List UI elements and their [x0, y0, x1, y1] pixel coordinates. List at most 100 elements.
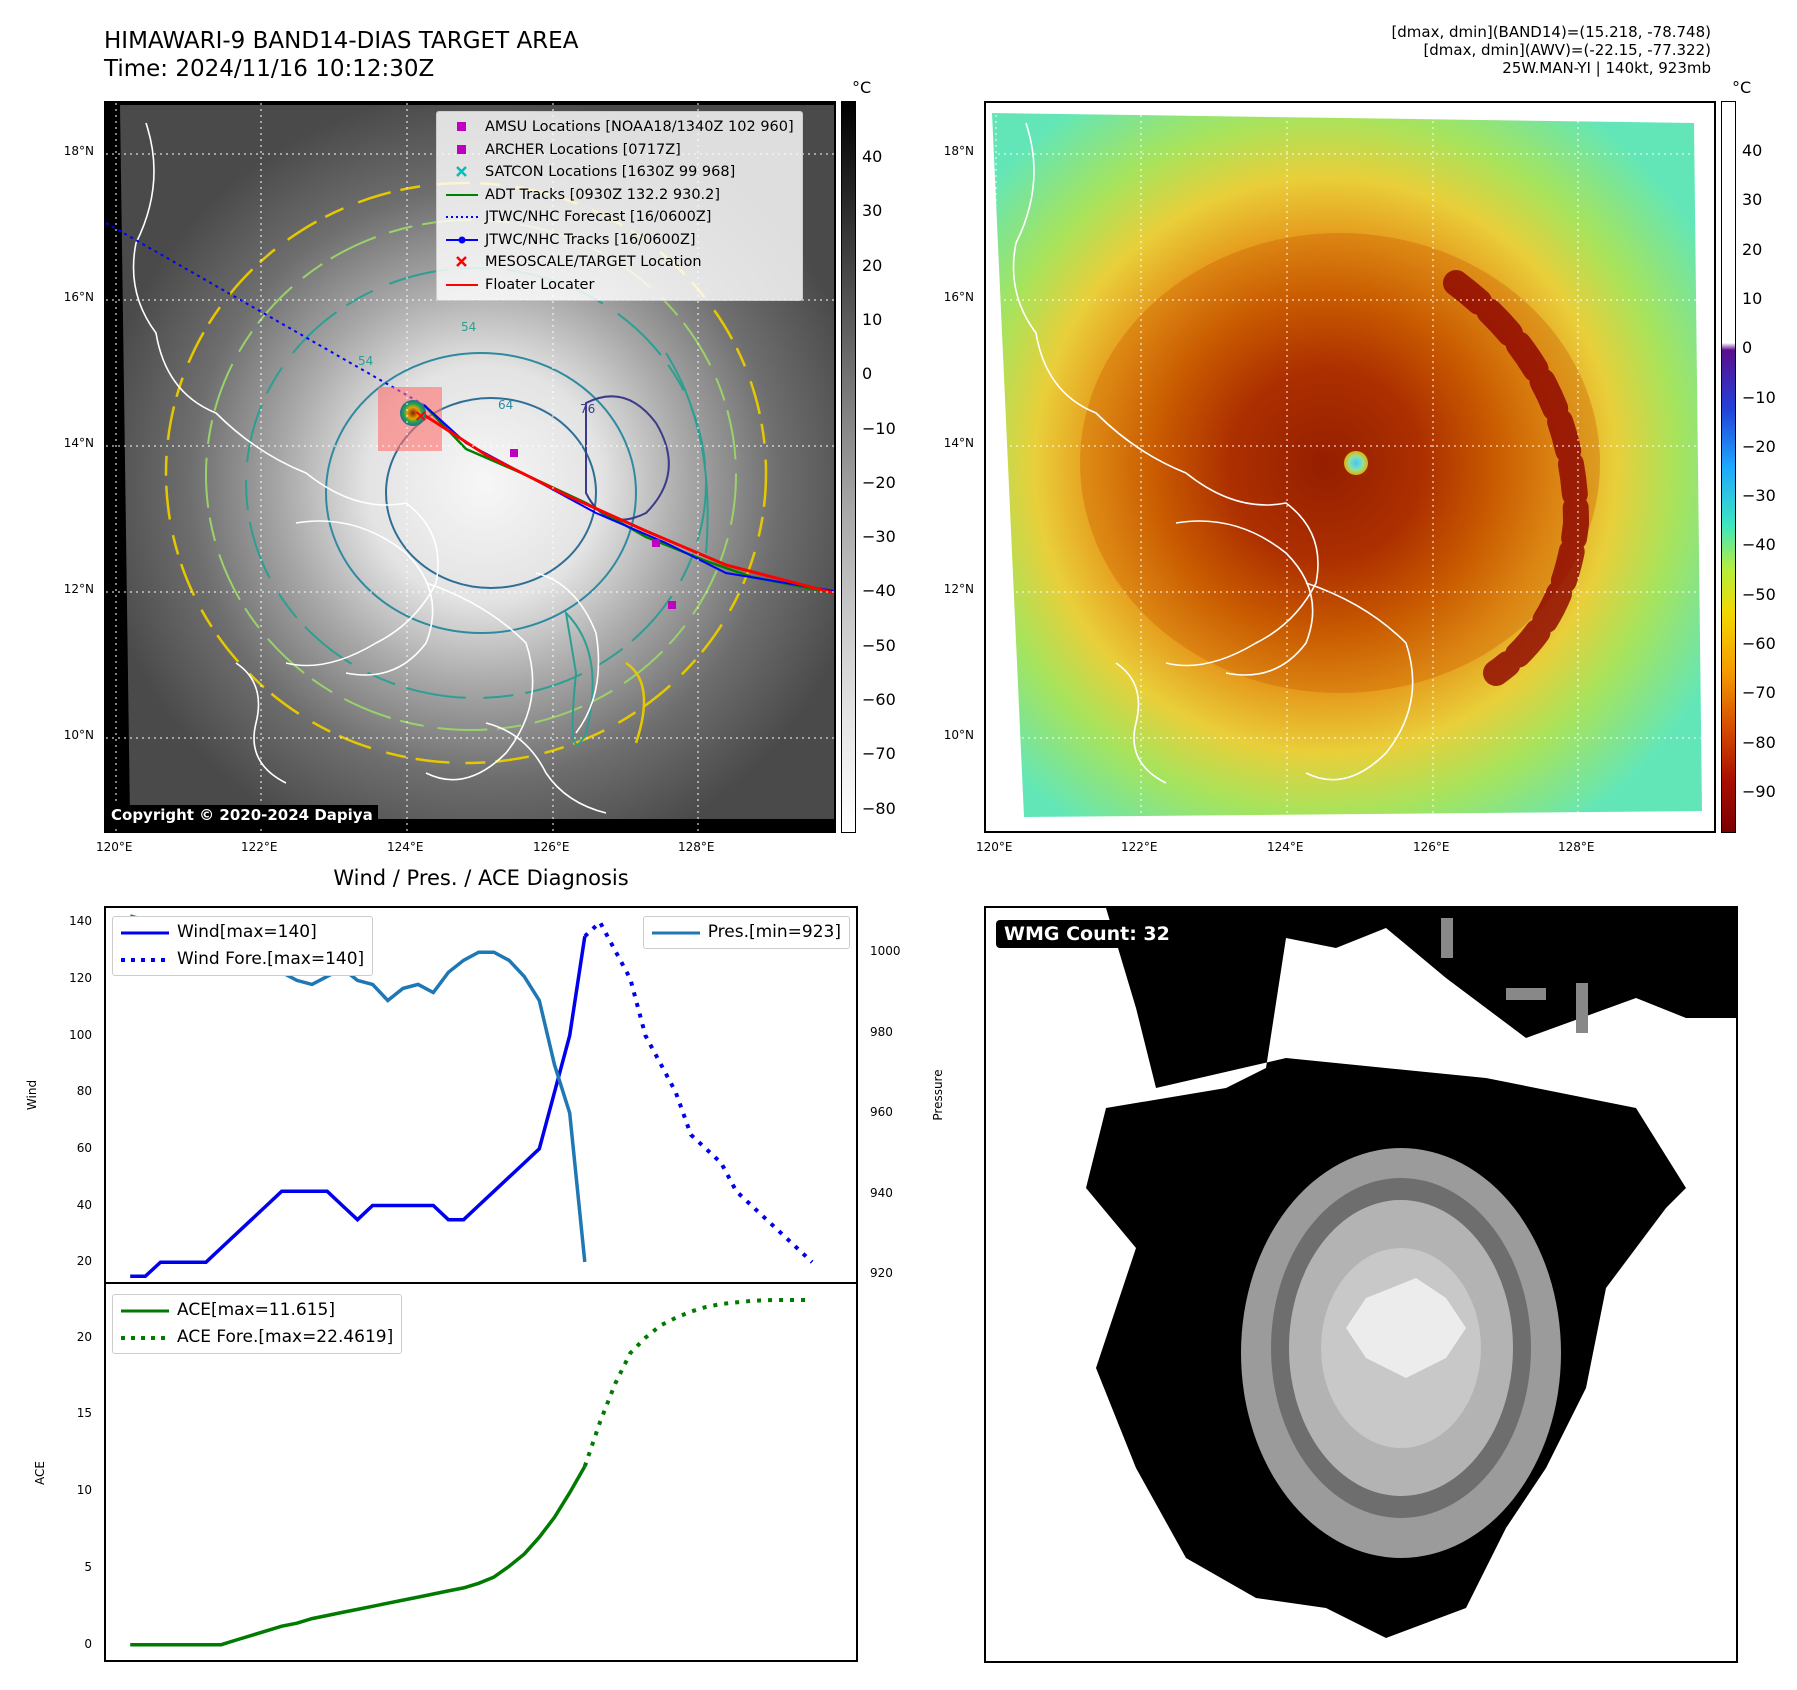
contour-label: 54 — [358, 354, 373, 368]
wind-legend: Wind[max=140] Wind Fore.[max=140] — [112, 916, 374, 976]
wind-tick: 20 — [76, 1254, 92, 1269]
wmg-eye — [1346, 1278, 1466, 1378]
ir-legend-label: MESOSCALE/TARGET Location — [485, 254, 702, 270]
wind-tick: 80 — [76, 1084, 92, 1099]
ir-colorbar-tick: 0 — [862, 364, 873, 384]
legend-symbol — [445, 211, 479, 223]
awv-colorbar-ticks: 40 30 20 10 0 −10 −20 −30 −40 −50 −60 −70 −80 −90 — [1742, 101, 1792, 833]
stats-line-3: 25W.MAN-YI | 140kt, 923mb — [1502, 59, 1711, 77]
ir-coastlines — [132, 122, 607, 814]
legend-symbol — [445, 279, 479, 291]
ir-legend-label: JTWC/NHC Forecast [16/0600Z] — [485, 209, 712, 225]
wind-tick: 140 — [69, 914, 92, 929]
ace-legend: ACE[max=11.615] ACE Fore.[max=22.4619] — [112, 1294, 403, 1354]
ace-tick: 0 — [84, 1636, 92, 1651]
wind-axis-ticks: 140 120 100 80 60 40 20 — [40, 906, 100, 1284]
lon-label: 122°E — [241, 840, 278, 854]
ace-fore-legend-label: ACE Fore.[max=22.4619] — [177, 1327, 394, 1347]
ace-line — [130, 1465, 587, 1647]
lat-label: 16°N — [943, 290, 974, 304]
lon-label: 126°E — [533, 840, 570, 854]
ir-colorbar-tick: 20 — [862, 255, 883, 275]
wind-tick: 120 — [69, 970, 92, 985]
lat-label: 12°N — [63, 582, 94, 596]
ace-tick: 20 — [76, 1329, 92, 1344]
ir-legend-entry: Floater Locater — [445, 274, 794, 297]
legend-symbol — [445, 121, 479, 133]
mesoscale-marker: × — [414, 406, 427, 425]
awv-colorbar — [1721, 101, 1736, 833]
pressure-legend: Pres.[min=923] — [642, 916, 850, 949]
ace-tick: 5 — [84, 1559, 92, 1574]
ir-colorbar-tick: 10 — [862, 309, 883, 329]
awv-satellite-image — [986, 103, 1714, 831]
ace-tick: 10 — [76, 1483, 92, 1498]
ir-colorbar-tick: −50 — [862, 635, 896, 655]
awv-colorbar-tick: −20 — [1742, 436, 1776, 456]
awv-colorbar-tick: −70 — [1742, 683, 1776, 703]
pressure-tick: 980 — [870, 1024, 893, 1039]
awv-colorbar-tick: 10 — [1742, 288, 1763, 308]
wind-series-group — [130, 918, 814, 1279]
ace-tick: 15 — [76, 1406, 92, 1421]
floater-track — [417, 409, 834, 595]
awv-colorbar-tick: 20 — [1742, 239, 1763, 259]
ir-lat-labels: 18°N 16°N 14°N 12°N 10°N — [40, 101, 100, 833]
contour-label: 64 — [498, 398, 513, 412]
title-line-2: Time: 2024/11/16 10:12:30Z — [104, 56, 435, 82]
archer-marker — [652, 539, 660, 547]
amsu-marker — [510, 449, 518, 457]
lat-label: 14°N — [943, 436, 974, 450]
pressure-tick: 960 — [870, 1105, 893, 1120]
lat-label: 14°N — [63, 436, 94, 450]
legend-symbol — [445, 144, 479, 156]
ir-legend-label: ARCHER Locations [0717Z] — [485, 141, 681, 158]
ir-legend-entry: ADT Tracks [0930Z 132.2 930.2] — [445, 184, 794, 207]
ace-legend-entry: ACE[max=11.615] — [121, 1297, 393, 1324]
lon-label: 124°E — [1267, 840, 1304, 854]
figure-title: HIMAWARI-9 BAND14-DIAS TARGET AREA Time:… — [104, 27, 578, 83]
awv-map-panel — [984, 101, 1716, 833]
ir-legend-entry: JTWC/NHC Tracks [16/0600Z] — [445, 229, 794, 252]
copyright-label: Copyright © 2020-2024 Dapiya — [106, 805, 378, 825]
lon-label: 128°E — [678, 840, 715, 854]
ir-colorbar-tick: −20 — [862, 472, 896, 492]
wmg-image — [1086, 908, 1736, 1638]
legend-symbol — [445, 189, 479, 201]
ir-legend-entry: ARCHER Locations [0717Z] — [445, 139, 794, 162]
awv-colorbar-tick: −10 — [1742, 387, 1776, 407]
wind-forecast-line — [583, 918, 814, 1264]
awv-colorbar-tick: 40 — [1742, 141, 1763, 160]
wind-tick: 100 — [69, 1027, 92, 1042]
ir-colorbar-tick: −60 — [862, 690, 896, 709]
pressure-tick: 940 — [870, 1185, 893, 1200]
archer-marker-2 — [668, 601, 676, 609]
ir-colorbar-tick: 40 — [862, 147, 883, 166]
title-line-1: HIMAWARI-9 BAND14-DIAS TARGET AREA — [104, 28, 579, 54]
diagnosis-title: Wind / Pres. / ACE Diagnosis — [333, 866, 629, 890]
lon-label: 120°E — [976, 840, 1013, 854]
awv-colorbar-tick: −80 — [1742, 732, 1776, 752]
pressure-tick: 920 — [870, 1265, 893, 1280]
awv-colorbar-tick: −90 — [1742, 781, 1776, 801]
wind-axis-label: Wind — [25, 1079, 39, 1111]
ir-legend-entry: AMSU Locations [NOAA18/1340Z 102 960] — [445, 116, 794, 139]
stats-line-2: [dmax, dmin](AWV)=(-22.15, -77.322) — [1423, 41, 1711, 59]
ir-colorbar-tick: −10 — [862, 418, 896, 438]
diagnosis-svg — [104, 906, 858, 1662]
wmg-fragment — [1576, 983, 1588, 1033]
lat-label: 16°N — [63, 290, 94, 304]
ir-colorbar — [841, 101, 856, 833]
ir-colorbar-tick: −40 — [862, 581, 896, 601]
stats-text: [dmax, dmin](BAND14)=(15.218, -78.748) [… — [1391, 23, 1711, 77]
wind-fore-legend-label: Wind Fore.[max=140] — [177, 949, 365, 969]
wmg-fragment — [1441, 918, 1453, 958]
lon-label: 126°E — [1413, 840, 1450, 854]
awv-gridlines — [986, 103, 1714, 831]
awv-lat-labels: 18°N 16°N 14°N 12°N 10°N — [920, 101, 980, 833]
awv-colorbar-tick: −60 — [1742, 634, 1776, 653]
pressure-legend-label: Pres.[min=923] — [707, 922, 841, 942]
wmg-count-label: WMG Count: 32 — [996, 920, 1178, 948]
ir-legend-entry: JTWC/NHC Forecast [16/0600Z] — [445, 206, 794, 229]
contour-label: 76 — [580, 402, 595, 416]
